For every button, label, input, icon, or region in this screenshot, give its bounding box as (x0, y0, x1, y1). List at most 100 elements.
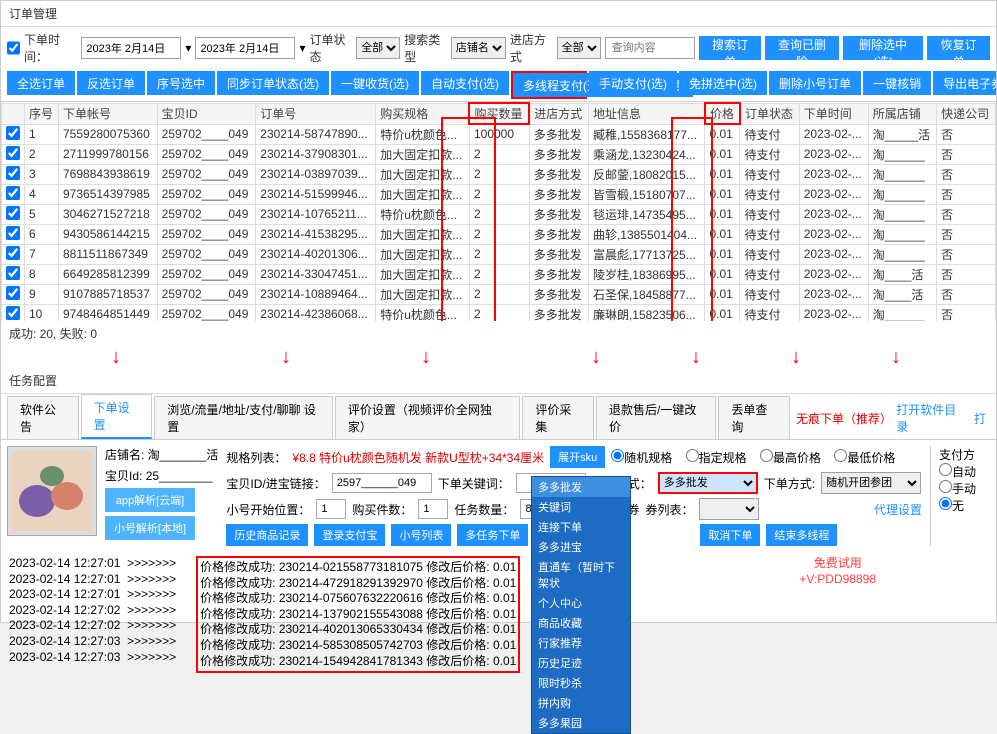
search-button[interactable]: 搜索订单 (699, 36, 762, 60)
buy-count-input[interactable] (418, 499, 448, 519)
table-row[interactable]: 99107885718537259702____049230214-108894… (2, 284, 996, 304)
pay-manual-radio[interactable] (939, 480, 952, 493)
spec-fixed-radio[interactable] (686, 449, 699, 462)
search-toolbar: 下单时间： ▾ ▾ 订单状态 全部 搜索类型 店铺名 进店方式 全部 搜索订单 … (1, 27, 996, 69)
dropdown-item[interactable]: 连接下单 (532, 517, 630, 537)
table-row[interactable]: 17559280075360259702____049230214-587478… (2, 124, 996, 144)
select-all-button[interactable]: 全选订单 (7, 71, 75, 95)
spec-low-radio[interactable] (834, 449, 847, 462)
dropdown-item[interactable]: 多多进宝 (532, 537, 630, 557)
row-checkbox[interactable] (6, 166, 20, 180)
auto-pay-button[interactable]: 自动支付(选) (421, 71, 509, 95)
order-method-select[interactable]: 随机开团参团 (821, 472, 921, 494)
query-input[interactable] (605, 37, 695, 59)
row-checkbox[interactable] (6, 226, 20, 240)
dropdown-item[interactable]: 历史足迹 (532, 653, 630, 673)
table-row[interactable]: 53046271527218259702____049230214-107652… (2, 204, 996, 224)
row-checkbox[interactable] (6, 186, 20, 200)
col-gid: 宝贝ID (157, 103, 256, 124)
dropdown-item[interactable]: 多多果园 (532, 713, 630, 733)
product-thumbnail (7, 446, 97, 536)
invert-select-button[interactable]: 反选订单 (77, 71, 145, 95)
row-checkbox[interactable] (6, 286, 20, 300)
dropdown-item[interactable]: 直通车（暂时下架状 (532, 557, 630, 593)
row-checkbox[interactable] (6, 306, 20, 320)
table-row[interactable]: 78811511867349259702____049230214-402013… (2, 244, 996, 264)
tab-refund[interactable]: 退款售后/一键改价 (596, 396, 716, 439)
pay-auto-radio[interactable] (939, 463, 952, 476)
multi-task-button[interactable]: 多任务下单 (457, 524, 528, 546)
start-pos-input[interactable] (316, 499, 346, 519)
row-checkbox[interactable] (6, 146, 20, 160)
export-coupon-button[interactable]: 导出电子券 (933, 71, 996, 95)
entry-select[interactable]: 全部 (557, 37, 601, 59)
manual-pay-button[interactable]: 手动支付(选) (589, 71, 677, 95)
proxy-link[interactable]: 代理设置 (874, 501, 922, 518)
col-status: 订单状态 (740, 103, 799, 124)
verify-button[interactable]: 一键核销 (863, 71, 931, 95)
tab-collect[interactable]: 评价采集 (522, 396, 594, 439)
watermark: 免费试用+V:PDD98898 (799, 556, 876, 587)
entry-method-select[interactable]: 多多批发 (658, 472, 758, 494)
expand-sku-button[interactable]: 展开sku (550, 446, 605, 468)
col-seq: 序号 (25, 103, 59, 124)
pay-none-radio[interactable] (939, 497, 952, 510)
alt-list-button[interactable]: 小号列表 (391, 524, 451, 546)
table-row[interactable]: 69430586144215259702____049230214-415382… (2, 224, 996, 244)
row-checkbox[interactable] (6, 206, 20, 220)
task-section-title: 任务配置 (1, 368, 996, 394)
table-row[interactable]: 109748464851449259702____049230214-42386… (2, 304, 996, 321)
dropdown-item[interactable]: 限时秒杀 (532, 673, 630, 693)
status-text: 成功: 20, 失败: 0 (1, 321, 996, 346)
login-alipay-button[interactable]: 登录支付宝 (314, 524, 385, 546)
open-folder-link[interactable]: 打开软件目录 (896, 401, 964, 435)
dropdown-item[interactable]: 行家推荐 (532, 633, 630, 653)
restore-button[interactable]: 恢复订单 (927, 36, 990, 60)
cancel-order-button[interactable]: 取消下单 (700, 524, 760, 546)
sync-status-button[interactable]: 同步订单状态(选) (217, 71, 329, 95)
spec-high-radio[interactable] (760, 449, 773, 462)
entry-dropdown[interactable]: 多多批发关键词连接下单多多进宝直通车（暂时下架状个人中心商品收藏行家推荐历史足迹… (531, 476, 631, 734)
end-thread-button[interactable]: 结束多线程 (766, 524, 837, 546)
date-to[interactable] (195, 37, 295, 59)
dropdown-item[interactable]: 关键词 (532, 497, 630, 517)
search-type-select[interactable]: 店铺名 (451, 37, 506, 59)
col-addr: 地址信息 (588, 103, 704, 124)
history-button[interactable]: 历史商品记录 (226, 524, 308, 546)
coupon-select[interactable] (699, 498, 759, 520)
status-select[interactable]: 全部 (356, 37, 400, 59)
dropdown-item[interactable]: 商品收藏 (532, 613, 630, 633)
date-from[interactable] (81, 37, 181, 59)
tab-browse[interactable]: 浏览/流量/地址/支付/聊聊 设置 (154, 396, 333, 439)
dropdown-item[interactable]: 多多批发 (532, 477, 630, 497)
delete-alt-button[interactable]: 删除小号订单 (769, 71, 861, 95)
table-row[interactable]: 49736514397985259702____049230214-515999… (2, 184, 996, 204)
col-exp: 快递公司 (937, 103, 996, 124)
col-acct: 下单帐号 (59, 103, 158, 124)
time-checkbox[interactable] (7, 41, 20, 55)
col-ord: 订单号 (256, 103, 376, 124)
dropdown-item[interactable]: 拼内购 (532, 693, 630, 713)
table-row[interactable]: 37698843938619259702____049230214-038970… (2, 164, 996, 184)
dropdown-item[interactable]: 个人中心 (532, 593, 630, 613)
open-link[interactable]: 打 (974, 410, 986, 427)
tab-lost[interactable]: 丢单查询 (718, 396, 790, 439)
query-deleted-button[interactable]: 查询已删除 (765, 36, 838, 60)
delete-selected-button[interactable]: 删除选中(选) (843, 36, 924, 60)
tab-notice[interactable]: 软件公告 (7, 396, 79, 439)
tab-review[interactable]: 评价设置（视频评价全网独家） (335, 396, 521, 439)
table-row[interactable]: 22711999780156259702____049230214-379083… (2, 144, 996, 164)
receive-button[interactable]: 一键收货(选) (331, 71, 419, 95)
gid-input[interactable] (332, 473, 432, 493)
row-checkbox[interactable] (6, 266, 20, 280)
free-group-button[interactable]: 免拼选中(选) (679, 71, 767, 95)
spec-random-radio[interactable] (611, 449, 624, 462)
table-row[interactable]: 86649285812399259702____049230214-330474… (2, 264, 996, 284)
local-parse-button[interactable]: 小号解析[本地] (105, 516, 195, 540)
seq-select-button[interactable]: 序号选中 (147, 71, 215, 95)
row-checkbox[interactable] (6, 126, 20, 140)
traceless-link[interactable]: 无痕下单（推荐） (796, 410, 886, 427)
app-parse-button[interactable]: app解析[云端] (105, 488, 195, 512)
row-checkbox[interactable] (6, 246, 20, 260)
tab-order-settings[interactable]: 下单设置 (81, 394, 153, 439)
